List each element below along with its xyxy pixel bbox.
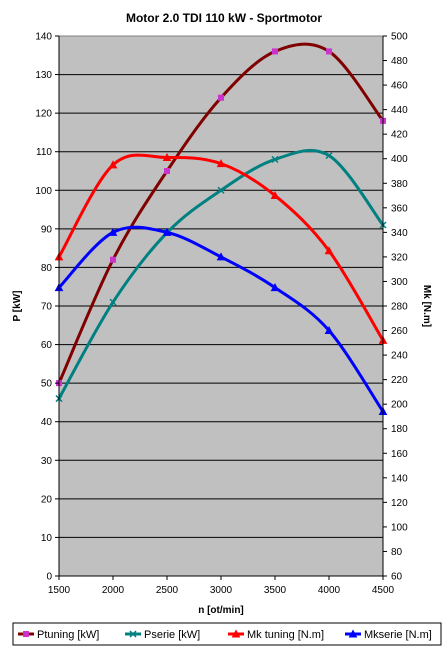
x-tick-label: 1500: [48, 585, 71, 596]
y-left-tick-label: 140: [35, 32, 52, 43]
y-right-tick-label: 80: [391, 547, 403, 558]
x-tick-label: 2500: [156, 585, 179, 596]
y-right-tick-label: 100: [391, 522, 408, 533]
y-right-tick-label: 340: [391, 228, 408, 239]
series-2-point: [109, 298, 117, 306]
series-group: [54, 42, 388, 416]
series-1-point: [218, 94, 224, 101]
legend: Ptuning [kW] Pserie [kW] Mk tuning [N.m] Mk…: [18, 629, 432, 641]
y-left-tick-label: 40: [41, 417, 53, 428]
y-right-tick-label: 360: [391, 203, 408, 214]
x-tick-label: 4000: [318, 585, 341, 596]
y-left-tick-label: 120: [35, 109, 52, 120]
y-right-tick-label: 260: [391, 326, 408, 337]
y-right-tick-label: 400: [391, 154, 408, 165]
y-right-tick-label: 280: [391, 302, 408, 313]
x-tick-label: 3000: [210, 585, 233, 596]
y-right-tick-label: 200: [391, 400, 408, 411]
series-2-point: [325, 152, 333, 160]
legend-label-3: Mk tuning [N.m]: [247, 629, 324, 641]
y-right-tick-label: 60: [391, 572, 403, 583]
y-right-tick-label: 480: [391, 56, 408, 67]
axes: 0 10 20 30 40 50 60 70 80 90 100 110 120 130 140 60 80 10…: [35, 32, 408, 597]
x-axis-title: n [ot/min]: [198, 605, 244, 616]
y-right-tick-label: 460: [391, 81, 408, 92]
x-tick-label: 2000: [102, 585, 125, 596]
y-left-tick-label: 90: [41, 224, 53, 235]
y-left-tick-label: 70: [41, 302, 53, 313]
y-left-tick-label: 80: [41, 263, 53, 274]
y-right-tick-label: 300: [391, 277, 408, 288]
y-right-tick-label: 320: [391, 252, 408, 263]
y-right-tick-label: 120: [391, 498, 408, 509]
y-left-tick-label: 20: [41, 494, 53, 505]
series-4-point: [216, 252, 226, 261]
y-right-tick-label: 500: [391, 32, 408, 43]
y-axis-right-title: Mk [N.m]: [421, 285, 432, 327]
y-left-tick-label: 0: [46, 572, 52, 583]
y-left-tick-label: 10: [41, 533, 53, 544]
series-2-point: [271, 155, 279, 163]
series-1-point: [164, 168, 170, 174]
y-left-tick-label: 110: [36, 147, 52, 158]
chart-title: Motor 2.0 TDI 110 kW - Sportmotor: [126, 11, 322, 25]
series-1-point: [272, 48, 278, 55]
y-left-tick-label: 30: [41, 456, 53, 467]
legend-marker-4: [348, 629, 358, 638]
y-right-tick-label: 160: [391, 449, 408, 460]
legend-marker-1: [23, 631, 29, 637]
series-3-point: [216, 159, 226, 168]
legend-label-2: Pserie [kW]: [144, 629, 200, 641]
series-4-point: [162, 227, 172, 236]
series-4-point: [324, 325, 334, 335]
series-3-point: [108, 160, 118, 169]
y-right-tick-label: 420: [391, 130, 408, 141]
series-3-point: [162, 152, 172, 161]
series-1-point: [326, 48, 332, 55]
series-3-point: [324, 246, 334, 255]
y-left-tick-label: 100: [35, 186, 52, 197]
y-left-tick-label: 50: [41, 379, 53, 390]
series-1-point: [110, 256, 116, 263]
y-axis-left-title: P [kW]: [12, 291, 23, 322]
y-right-tick-label: 380: [391, 179, 408, 190]
x-tick-label: 4500: [372, 585, 395, 596]
y-right-tick-label: 240: [391, 351, 408, 362]
legend-marker-3: [231, 629, 241, 638]
legend-marker-2: [129, 630, 137, 638]
series-3-point: [270, 190, 280, 200]
series-4-point: [270, 283, 280, 292]
y-right-tick-label: 180: [391, 424, 408, 435]
legend-label-1: Ptuning [kW]: [37, 629, 99, 641]
y-right-tick-label: 140: [391, 473, 408, 484]
legend-label-4: Mkserie [N.m]: [364, 629, 432, 641]
y-left-tick-label: 60: [41, 340, 53, 351]
legend-box: [12, 622, 442, 646]
x-tick-label: 3500: [264, 585, 287, 596]
y-right-tick-label: 440: [391, 105, 408, 116]
y-right-tick-label: 220: [391, 375, 408, 386]
y-left-tick-label: 130: [35, 70, 52, 81]
series-4-point: [108, 227, 118, 236]
series-2-point: [217, 186, 225, 194]
